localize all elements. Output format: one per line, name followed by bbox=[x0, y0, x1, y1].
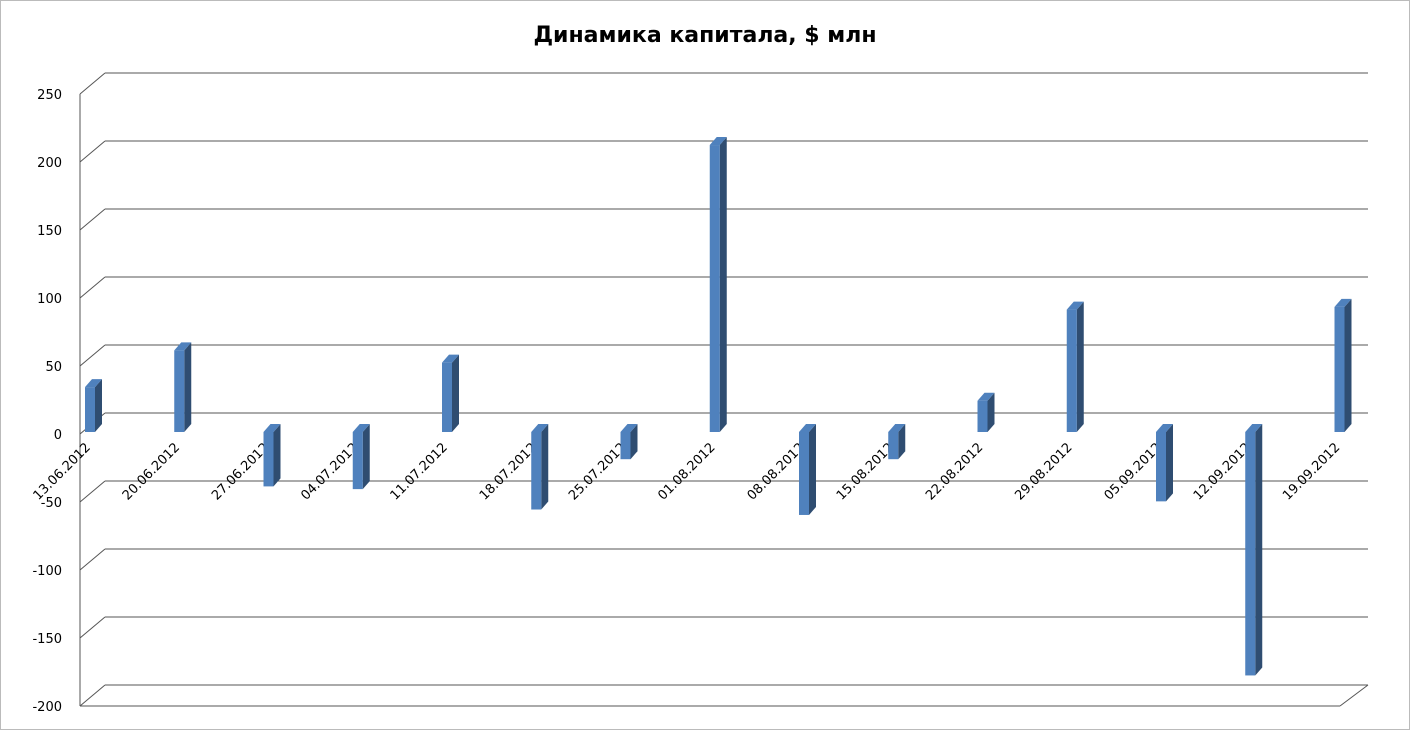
bar-side bbox=[541, 424, 549, 510]
bar-top bbox=[709, 137, 727, 146]
bar-side bbox=[719, 137, 727, 433]
grid-diagonal bbox=[79, 72, 106, 95]
bar-side bbox=[898, 424, 906, 460]
bar-side bbox=[362, 424, 370, 490]
grid-diagonal bbox=[79, 616, 106, 639]
bar-side bbox=[184, 342, 192, 432]
bar-top bbox=[174, 342, 192, 351]
bar-side bbox=[809, 424, 816, 515]
bar bbox=[977, 400, 988, 432]
bar bbox=[620, 432, 631, 460]
bar-top bbox=[352, 424, 370, 432]
grid-diagonal bbox=[79, 140, 106, 163]
y-tick-label: -200 bbox=[32, 700, 62, 715]
y-tick-label: 200 bbox=[37, 156, 62, 171]
bar bbox=[1066, 309, 1077, 432]
bar bbox=[263, 432, 274, 487]
y-tick-label: -100 bbox=[32, 564, 62, 579]
bar-top bbox=[799, 424, 816, 432]
bar-top bbox=[85, 379, 102, 388]
bar-top bbox=[1156, 424, 1173, 432]
bar-top bbox=[263, 424, 281, 432]
bar bbox=[85, 387, 95, 432]
y-tick-label: 250 bbox=[37, 88, 62, 103]
bar bbox=[1245, 432, 1256, 676]
y-tick-label: 150 bbox=[37, 224, 62, 239]
bar bbox=[442, 362, 452, 432]
bar-top bbox=[531, 424, 549, 432]
bar-top bbox=[888, 424, 906, 432]
y-tick-label: -50 bbox=[41, 496, 62, 511]
bar bbox=[1334, 306, 1345, 432]
bar-side bbox=[273, 424, 281, 487]
grid-diagonal bbox=[79, 344, 106, 367]
bar-side bbox=[1344, 298, 1352, 432]
bar-top bbox=[442, 354, 459, 363]
bar-side bbox=[1166, 424, 1173, 502]
bar-side bbox=[95, 379, 102, 432]
bar-side bbox=[1255, 424, 1263, 676]
bar bbox=[174, 350, 185, 432]
bar bbox=[352, 432, 363, 490]
bar-top bbox=[977, 392, 995, 401]
bar-top bbox=[620, 424, 638, 432]
grid-diagonal bbox=[79, 480, 106, 503]
grid-diagonal bbox=[79, 208, 106, 231]
bar bbox=[1156, 432, 1166, 502]
y-tick-label: -150 bbox=[32, 632, 62, 647]
bar bbox=[709, 145, 720, 433]
grid-diagonal bbox=[79, 548, 106, 571]
bar bbox=[799, 432, 809, 515]
y-tick-label: 100 bbox=[37, 292, 62, 307]
bar-top bbox=[1334, 298, 1352, 307]
bar-side bbox=[452, 354, 459, 432]
bar bbox=[531, 432, 542, 510]
grid-diagonal bbox=[79, 684, 106, 707]
floor-right bbox=[1339, 684, 1369, 707]
y-tick-label: 50 bbox=[45, 360, 62, 375]
bar-side bbox=[987, 392, 995, 432]
chart-title: Динамика капитала, $ млн bbox=[533, 23, 876, 48]
bar-side bbox=[1076, 301, 1084, 432]
bar-side bbox=[630, 424, 638, 460]
bar bbox=[888, 432, 899, 460]
bar-top bbox=[1245, 424, 1263, 432]
bar-top bbox=[1066, 301, 1084, 310]
grid-diagonal bbox=[79, 276, 106, 299]
y-tick-label: 0 bbox=[54, 428, 62, 443]
